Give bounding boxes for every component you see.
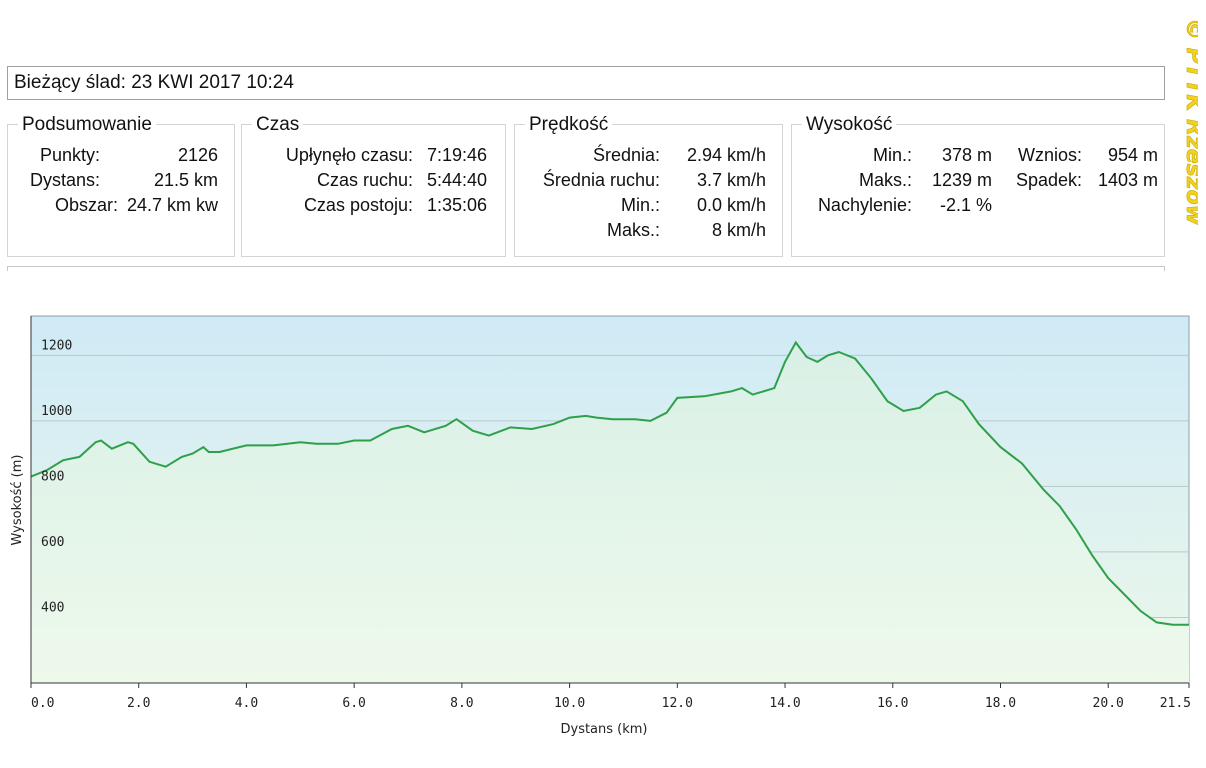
x-tick-label: 16.0: [877, 696, 908, 711]
elevation-area: [31, 342, 1189, 683]
slope-label: Nachylenie:: [817, 195, 912, 215]
elevation-title: Wysokość: [802, 114, 897, 136]
points-value: 2126: [177, 145, 218, 165]
avg-speed-label: Średnia:: [592, 145, 660, 165]
stopped-time-label: Czas postoju:: [303, 195, 413, 215]
min-speed-value: 0.0 km/h: [696, 195, 766, 215]
y-axis-title: Wysokość (m): [10, 455, 25, 546]
max-speed-value: 8 km/h: [711, 220, 766, 240]
time-group: Czas Upłynęło czasu: 7:19:46 Czas ruchu:…: [241, 114, 506, 257]
elevation-line: [30, 340, 1189, 626]
y-tick-label: 1000: [41, 404, 72, 419]
elevation-group: Wysokość Min.: 378 m Maks.: 1239 m Nachy…: [791, 114, 1165, 257]
max-speed-label: Maks.:: [606, 220, 660, 240]
x-tick-label: 8.0: [450, 696, 473, 711]
y-tick-labels: 400 600 800 1000 1200: [41, 338, 72, 615]
max-elevation-label: Maks.:: [858, 170, 912, 190]
area-label: Obszar:: [54, 195, 118, 215]
descent-label: Spadek:: [1015, 170, 1082, 190]
moving-time-value: 5:44:40: [426, 170, 487, 190]
min-elevation-value: 378 m: [941, 145, 992, 165]
y-tick-label: 400: [41, 600, 64, 615]
x-tick-label: 12.0: [662, 696, 693, 711]
time-title: Czas: [252, 114, 304, 136]
speed-title: Prędkość: [525, 114, 613, 136]
summary-title: Podsumowanie: [18, 114, 156, 136]
area-value: 24.7 km kw: [126, 195, 218, 215]
summary-group: Podsumowanie Punkty: 2126 Dystans: 21.5 …: [7, 114, 235, 257]
min-elevation-label: Min.:: [872, 145, 912, 165]
x-tick-label: 10.0: [554, 696, 585, 711]
min-speed-label: Min.:: [620, 195, 660, 215]
ascent-value: 954 m: [1107, 145, 1158, 165]
stopped-time-value: 1:35:06: [426, 195, 487, 215]
max-elevation-value: 1239 m: [931, 170, 992, 190]
avg-moving-speed-label: Średnia ruchu:: [542, 170, 660, 190]
x-tick-label: 18.0: [985, 696, 1016, 711]
x-tick-labels: 0.0 2.0 4.0 6.0 8.0 10.0 12.0 14.0 16.0 18.0 20.0 2…: [30, 683, 1191, 711]
ascent-label: Wznios:: [1017, 145, 1082, 165]
x-tick-label: 14.0: [769, 696, 800, 711]
y-tick-label: 600: [41, 535, 64, 550]
watermark-text: © PTTK Rzeszów: [1181, 18, 1198, 226]
x-tick-label: 2.0: [127, 696, 150, 711]
avg-moving-speed-value: 3.7 km/h: [696, 170, 766, 190]
x-tick-label: 20.0: [1093, 696, 1124, 711]
x-tick-label: 21.5: [1160, 696, 1191, 711]
y-tick-label: 800: [41, 469, 64, 484]
elapsed-label: Upłynęło czasu:: [285, 145, 413, 165]
x-tick-label: 6.0: [342, 696, 365, 711]
y-tick-label: 1200: [41, 338, 72, 353]
elevation-chart: 0.0 2.0 4.0 6.0 8.0 10.0 12.0 14.0 16.0 18.0 20.0 2…: [10, 315, 1191, 737]
moving-time-label: Czas ruchu:: [316, 170, 413, 190]
x-tick-label: 0.0: [31, 696, 54, 711]
descent-value: 1403 m: [1097, 170, 1158, 190]
elapsed-value: 7:19:46: [426, 145, 487, 165]
slope-value: -2.1 %: [939, 195, 992, 215]
panel-divider: [7, 266, 1165, 271]
track-header: Bieżący ślad: 23 KWI 2017 10:24: [7, 66, 1165, 100]
distance-value: 21.5 km: [153, 170, 218, 190]
points-label: Punkty:: [39, 145, 100, 165]
watermark: © PTTK Rzeszów: [1181, 18, 1198, 226]
avg-speed-value: 2.94 km/h: [686, 145, 766, 165]
x-axis-title: Dystans (km): [560, 722, 647, 737]
track-label: Bieżący ślad: 23 KWI 2017 10:24: [14, 72, 294, 93]
speed-group: Prędkość Średnia: 2.94 km/h Średnia ruch…: [514, 114, 783, 257]
distance-label: Dystans:: [29, 170, 100, 190]
x-tick-label: 4.0: [235, 696, 258, 711]
